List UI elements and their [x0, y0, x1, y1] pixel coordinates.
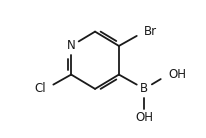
- Text: Br: Br: [144, 25, 158, 38]
- Text: OH: OH: [135, 111, 153, 124]
- Text: OH: OH: [168, 68, 186, 81]
- Text: B: B: [140, 82, 149, 95]
- Text: Cl: Cl: [34, 82, 46, 95]
- Text: N: N: [67, 39, 76, 52]
